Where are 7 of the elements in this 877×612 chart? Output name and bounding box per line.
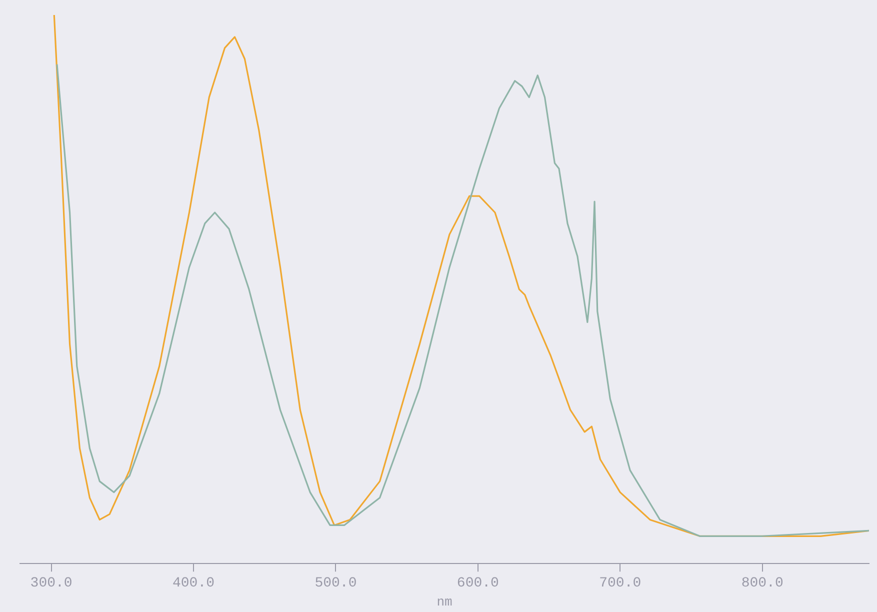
x-tick-label: 600.0: [456, 576, 499, 592]
x-tick-label: 300.0: [30, 576, 72, 592]
x-tick-label: 400.0: [172, 576, 215, 592]
x-tick-label: 700.0: [599, 576, 642, 592]
x-tick-label: 500.0: [314, 576, 357, 592]
x-tick-label: 800.0: [741, 576, 784, 592]
x-axis-title: nm: [436, 594, 452, 610]
